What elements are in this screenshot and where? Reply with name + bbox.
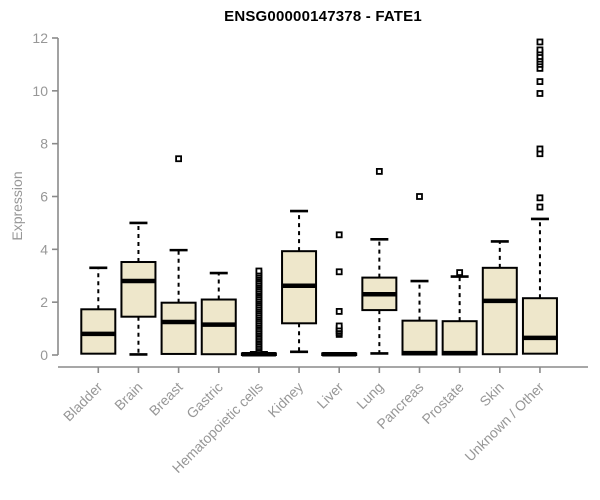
category-label-lung: Lung (353, 379, 386, 412)
category-label-bladder: Bladder (60, 379, 106, 425)
outlier-point-unknown-other (536, 203, 544, 211)
outlier-point-unknown-other (536, 145, 544, 153)
outlier-point-prostate (456, 269, 464, 276)
category-label-brain: Brain (111, 379, 145, 413)
y-tick-label: 12 (32, 30, 48, 46)
box-unknown-other (521, 297, 558, 355)
outlier-point-unknown-other (536, 90, 544, 97)
category-label-breast: Breast (146, 379, 186, 419)
box-bladder (80, 308, 117, 355)
box-brain (120, 261, 157, 318)
category-label-prostate: Prostate (419, 379, 467, 427)
category-label-liver: Liver (314, 379, 347, 412)
outlier-point-lung (375, 168, 383, 175)
box-skin (481, 266, 518, 356)
y-tick-label: 10 (32, 83, 48, 99)
outlier-point-unknown-other (536, 46, 544, 54)
box-prostate (441, 320, 478, 356)
outlier-point-unknown-other (536, 78, 544, 85)
outlier-point-hematopoietic-cells (255, 267, 263, 275)
outlier-point-liver (335, 268, 343, 276)
outlier-point-pancreas (416, 193, 423, 200)
box-breast (160, 301, 197, 355)
y-tick-label: 0 (40, 347, 48, 363)
chart-title: ENSG00000147378 - FATE1 (224, 8, 422, 25)
outlier-point-unknown-other (536, 38, 544, 46)
outlier-point-breast (175, 155, 183, 163)
category-label-kidney: Kidney (265, 379, 307, 421)
outlier-point-liver (335, 231, 343, 239)
y-tick-label: 4 (40, 241, 48, 257)
outlier-point-unknown-other (536, 194, 544, 202)
y-tick-label: 2 (40, 294, 48, 310)
box-pancreas (401, 319, 438, 356)
y-tick-label: 8 (40, 136, 48, 152)
category-label-skin: Skin (476, 379, 507, 410)
outlier-point-liver (335, 308, 343, 315)
outlier-point-liver (335, 322, 343, 330)
y-tick-label: 6 (40, 189, 48, 205)
y-axis-label: Expression (9, 171, 25, 241)
